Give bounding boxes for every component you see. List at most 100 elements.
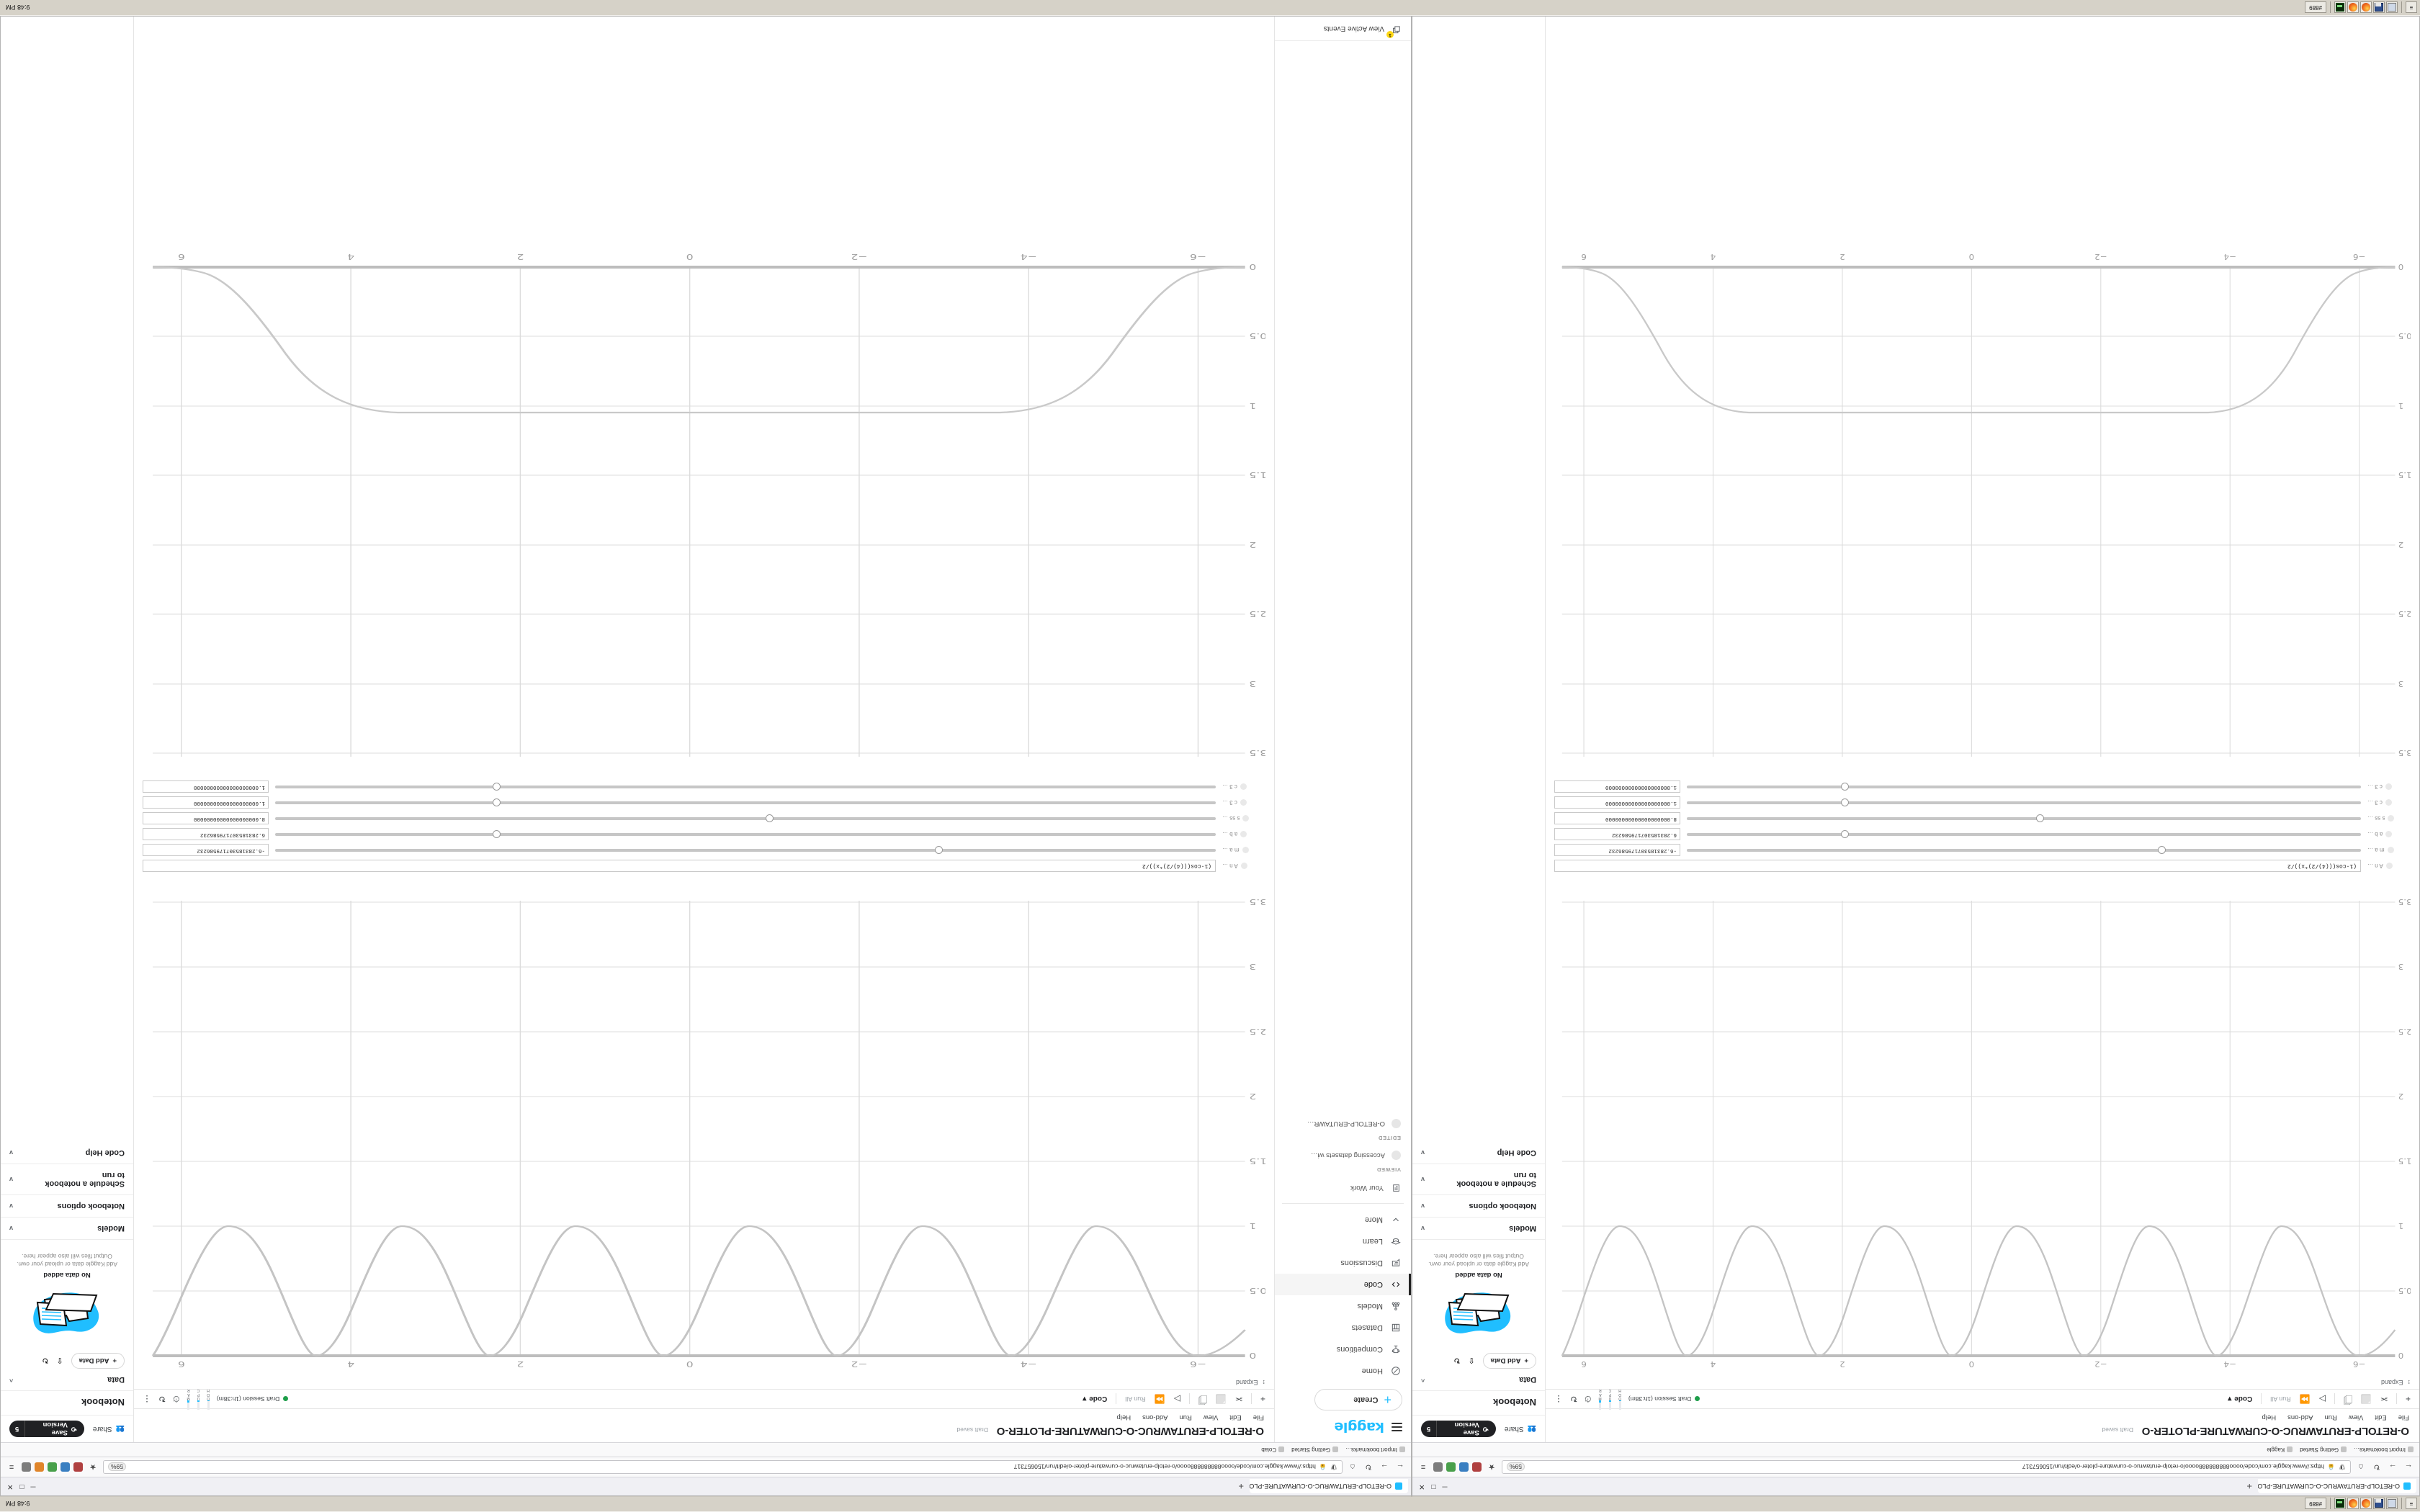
paste-icon[interactable]: 🗍	[1198, 1395, 1207, 1405]
menu-addons[interactable]: Add-ons	[2287, 1413, 2313, 1421]
run-all-label[interactable]: Run All	[1125, 1395, 1146, 1403]
kaggle-logo[interactable]: kaggle	[1334, 1419, 1384, 1435]
hamburger-menu-icon[interactable]	[1392, 1423, 1402, 1431]
notebook-body-right[interactable]: −6 −4 −2 0 2 4 6 0 0.5 1 1.5 2 2.5 3 3.5	[134, 17, 1274, 1376]
app-icon-terminal[interactable]	[2334, 1498, 2346, 1510]
extension-icon-3[interactable]	[1446, 1462, 1456, 1472]
tab-strip-left[interactable]: O-RETOLP-ERUTAWRUC-O-CURWATURE-PLOTER-O …	[1412, 1477, 2419, 1495]
restart-icon[interactable]: ↻	[158, 1394, 166, 1404]
widget-row-slider[interactable]: m a … -6.283185307179586232	[143, 843, 1265, 858]
close-icon[interactable]: ✕	[1419, 1482, 1425, 1490]
widget-row-formula[interactable]: A n … (1-cos(((4)/2)*x))/2	[143, 859, 1265, 873]
chevron-down-icon[interactable]: v	[1421, 1225, 1425, 1233]
taskbar-top[interactable]: ≡ #889 9:48 PM	[0, 1496, 2420, 1512]
section-models[interactable]: Models v	[1, 1218, 133, 1239]
slider-value[interactable]: 1.00000000000000000000	[1554, 780, 1680, 793]
slider-coef-a[interactable]	[1687, 797, 2361, 809]
url-bar[interactable]: 🛡 🔒 https://www.kaggle.com/code/oooo8888…	[1502, 1460, 2351, 1474]
chevron-down-icon[interactable]: v	[9, 1202, 14, 1210]
window-controls[interactable]: ─ □ ✕	[1415, 1482, 1448, 1490]
bookmark-star-icon[interactable]: ★	[1488, 1462, 1495, 1471]
slider-value[interactable]: 1.00000000000000000000	[1554, 796, 1680, 809]
sidebar-item-datasets[interactable]: Datasets	[1275, 1317, 1411, 1338]
expand-control[interactable]: ↕ Expand	[1546, 1376, 2419, 1389]
scissors-icon[interactable]: ✂	[2380, 1394, 2388, 1404]
slider-min[interactable]	[275, 845, 1216, 857]
slider-min[interactable]	[1687, 845, 2361, 857]
slider-knob[interactable]	[2157, 846, 2166, 855]
slider-knob[interactable]	[935, 846, 944, 855]
slider-knob[interactable]	[493, 783, 501, 791]
paste-icon[interactable]: 🗍	[2343, 1395, 2352, 1405]
add-data-button[interactable]: + Add Data	[71, 1353, 125, 1369]
slider-max[interactable]	[275, 829, 1216, 841]
slider-value[interactable]: -6.283185307179586232	[1554, 844, 1680, 857]
sidebar-item-code[interactable]: Code	[1275, 1274, 1411, 1295]
save-version-button[interactable]: ⟲ Save Version 5	[9, 1421, 84, 1437]
slider-max[interactable]	[1687, 829, 2361, 841]
bookmark-item[interactable]: Colab	[1261, 1446, 1285, 1453]
expand-control[interactable]: ↕ Expand	[134, 1376, 1274, 1389]
browser-window-left[interactable]: O-RETOLP-ERUTAWRUC-O-CURWATURE-PLOTER-O …	[1412, 16, 2420, 1496]
widget-row-formula[interactable]: A n … (1-cos(((4)/2)*x))/2	[1554, 859, 2411, 873]
refresh-icon[interactable]: ↻	[42, 1356, 49, 1365]
add-cell-button[interactable]: +	[2405, 1394, 2411, 1404]
nav-bar-right[interactable]: ← → ↻ ⌂ 🛡 🔒 https://www.kaggle.com/code/…	[1, 1457, 1411, 1477]
app-icon-firefox[interactable]	[2360, 1, 2372, 14]
create-button[interactable]: + Create	[1314, 1389, 1402, 1410]
new-tab-button[interactable]: +	[2246, 1481, 2252, 1492]
menu-help[interactable]: Help	[2262, 1413, 2277, 1421]
section-notebook-options[interactable]: Notebook options v	[1, 1195, 133, 1217]
notebook-menubar[interactable]: File Edit View Run Add-ons Help	[144, 1409, 1264, 1425]
slider-knob[interactable]	[2036, 814, 2045, 823]
slider-value[interactable]: -6.283185307179586232	[143, 844, 269, 857]
extensions-area[interactable]	[22, 1462, 83, 1472]
bookmarks-bar-right[interactable]: Import bookmarks… Getting Started Colab	[1, 1442, 1411, 1457]
chevron-up-icon[interactable]: ^	[9, 1376, 14, 1383]
bookmark-item[interactable]: Import bookmarks…	[2354, 1446, 2414, 1453]
cell-type-select[interactable]: Code ▾	[1083, 1395, 1107, 1403]
window-controls[interactable]: ─ □ ✕	[4, 1482, 36, 1490]
share-button[interactable]: 👥 Share	[93, 1425, 125, 1433]
sidebar-item-more[interactable]: More	[1275, 1209, 1411, 1230]
widget-row-slider[interactable]: a b … 6.283185307179586232	[143, 827, 1265, 842]
chevron-down-icon[interactable]: v	[1421, 1176, 1425, 1184]
more-vertical-icon[interactable]: ⋮	[1554, 1394, 1563, 1404]
slider-knob[interactable]	[1840, 830, 1849, 839]
chevron-down-icon[interactable]: v	[9, 1225, 14, 1233]
menu-view[interactable]: View	[2348, 1413, 2364, 1421]
slider-knob[interactable]	[493, 830, 501, 839]
cell-type-select[interactable]: Code ▾	[2228, 1395, 2252, 1403]
formula-input[interactable]: (1-cos(((4)/2)*x))/2	[1554, 860, 2361, 873]
notebook-body-left[interactable]: −6 −4 −2 0 2 4 6 0 0.5 1 1.5 2 2.5 3 3.5	[1546, 17, 2419, 1376]
add-data-row[interactable]: + Add Data ⇧ ↻	[1, 1347, 133, 1369]
close-icon[interactable]: ✕	[7, 1482, 14, 1490]
copy-icon[interactable]: ⬜	[2360, 1394, 2372, 1404]
extension-icon-4[interactable]	[1433, 1462, 1443, 1472]
app-icon-terminal[interactable]	[2334, 1, 2346, 14]
section-code-help[interactable]: Code Help v	[1, 1142, 133, 1164]
app-icon-floppy-save[interactable]	[2373, 1, 2385, 14]
chevron-down-icon[interactable]: v	[1421, 1149, 1425, 1157]
menu-run[interactable]: Run	[2324, 1413, 2337, 1421]
back-arrow-icon[interactable]: ←	[1396, 1462, 1404, 1472]
extension-icon-2[interactable]	[60, 1462, 70, 1472]
forward-arrow-icon[interactable]: →	[2388, 1462, 2397, 1472]
browser-tab[interactable]: O-RETOLP-ERUTAWRUC-O-CURWATURE-PLOTER-O …	[2258, 1479, 2416, 1494]
bookmark-star-icon[interactable]: ★	[89, 1462, 97, 1471]
menu-addons[interactable]: Add-ons	[1142, 1413, 1168, 1421]
bookmark-item[interactable]: Import bookmarks…	[1345, 1446, 1405, 1453]
tab-strip-right[interactable]: O-RETOLP-ERUTAWRUC-O-CURWATURE-PLOTER-O …	[1, 1477, 1411, 1495]
app-icon-firefox-2[interactable]	[2347, 1498, 2359, 1510]
app-icon-firefox[interactable]	[2360, 1498, 2372, 1510]
extension-icon-1[interactable]	[73, 1462, 83, 1472]
taskbar-task[interactable]: #889	[2305, 1498, 2326, 1510]
menu-edit[interactable]: Edit	[1229, 1413, 1242, 1421]
fast-forward-icon[interactable]: ⏩	[2299, 1394, 2311, 1404]
add-data-row[interactable]: + Add Data ⇧ ↻	[1412, 1347, 1545, 1369]
bookmark-item[interactable]: Getting Started	[1291, 1446, 1338, 1453]
app-icon-firefox-2[interactable]	[2347, 1, 2359, 14]
sidebar-item-your-work[interactable]: Your Work	[1275, 1178, 1411, 1198]
widget-row-slider[interactable]: s ss … 8.00000000000000000000	[143, 811, 1265, 826]
